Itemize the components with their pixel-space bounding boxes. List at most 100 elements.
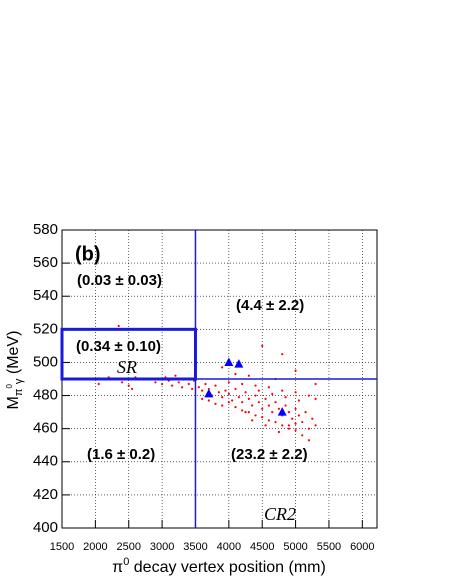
annotation: (23.2 ± 2.2) [231, 446, 308, 463]
scatter-point [227, 401, 230, 404]
scatter-point [191, 387, 194, 391]
y-label-subsup: 0 [5, 384, 14, 389]
scatter-point [311, 417, 314, 420]
scatter-point [224, 389, 227, 392]
y-tick-label: 580 [33, 221, 58, 238]
scatter-point [264, 397, 267, 400]
scatter-point [97, 382, 100, 386]
triangle-point [277, 407, 287, 416]
scatter-point [297, 414, 301, 417]
scatter-point [254, 394, 257, 397]
annotation: SR [117, 357, 137, 377]
annotation: (b) [75, 243, 101, 265]
y-tick-label: 560 [33, 254, 58, 271]
scatter-point [277, 430, 280, 434]
scatter-point [221, 366, 224, 369]
x-tick-label: 5000 [283, 541, 307, 553]
scatter-point [314, 397, 317, 400]
y-label-sub2: γ [13, 378, 25, 384]
scatter-point [221, 396, 224, 399]
y-tick-label: 480 [33, 387, 58, 404]
scatter-point [301, 420, 304, 424]
scatter-point [264, 424, 267, 427]
x-axis-label: π0 decay vertex position (mm) [112, 556, 326, 576]
scatter-point [214, 384, 217, 387]
y-label-text: (MeV) [5, 331, 22, 379]
scatter-point [241, 401, 244, 404]
scatter-point [294, 429, 297, 432]
triangle-point [234, 359, 244, 368]
scatter-point [227, 392, 230, 395]
triangle-point [224, 357, 234, 366]
x-tick-label: 4000 [217, 541, 241, 553]
x-tick-label: 1500 [50, 541, 74, 553]
scatter-point [271, 411, 274, 414]
scatter-point [247, 374, 250, 377]
scatter-point [307, 394, 311, 397]
scatter-point [207, 399, 210, 402]
scatter-point [307, 439, 311, 442]
annotation: (4.4 ± 2.2) [236, 297, 304, 314]
scatter-point [247, 411, 250, 414]
scatter-point [181, 386, 184, 389]
scatter-point [177, 381, 180, 384]
scatter-point [241, 382, 244, 386]
scatter-point [287, 427, 291, 430]
scatter-point [281, 353, 284, 356]
x-tick-label: 4500 [250, 541, 274, 553]
scatter-point [267, 386, 270, 389]
scatter-point [281, 424, 284, 427]
scatter-point [294, 369, 297, 372]
scatter-point [287, 411, 291, 414]
y-axis-label: Mπ0γ (MeV) [5, 331, 25, 410]
scatter-point [301, 434, 304, 437]
scatter-point [297, 399, 301, 402]
scatter-point [204, 382, 207, 386]
scatter-point [254, 384, 257, 387]
scatter-point [291, 417, 294, 420]
scatter-point [217, 391, 220, 394]
scatter-point [271, 392, 274, 395]
scatter-point [244, 411, 247, 414]
y-tick-label: 440 [33, 453, 58, 470]
scatter-point [201, 389, 204, 392]
x-label-sup: 0 [123, 556, 129, 568]
scatter-point [244, 391, 247, 394]
scatter-point [251, 404, 254, 407]
y-label-sub: π [13, 388, 25, 396]
y-label-symbol: M [5, 396, 22, 409]
scatter-point [284, 396, 287, 399]
annotation: (0.03 ± 0.03) [77, 272, 162, 289]
scatter-point [284, 404, 287, 407]
scatter-point [257, 389, 260, 392]
scatter-point [261, 415, 264, 419]
x-label-text: decay vertex position (mm) [129, 559, 326, 576]
scatter-point [294, 391, 297, 394]
signal-region-box [60, 327, 197, 381]
scatter-point [277, 407, 280, 410]
x-tick-label: 5500 [317, 541, 341, 553]
scatter-point [120, 381, 124, 384]
scatter-point [274, 401, 277, 404]
scatter-point [197, 386, 200, 389]
scatter-point [281, 389, 284, 392]
scatter-point [174, 374, 177, 377]
scatter-point [267, 419, 270, 422]
scatter-point [201, 397, 204, 400]
scatter-point [241, 409, 244, 412]
scatter-point [221, 404, 224, 407]
annotation: CR2 [264, 504, 296, 524]
y-tick-label: 540 [33, 287, 58, 304]
scatter-point [161, 382, 164, 386]
scatter-point [247, 397, 250, 400]
scatter-point [234, 406, 237, 409]
x-tick-label: 3000 [150, 541, 174, 553]
y-tick-label: 520 [33, 320, 58, 337]
annotation: (0.34 ± 0.10) [76, 338, 161, 355]
scatter-point [227, 381, 230, 384]
y-tick-label: 400 [33, 519, 58, 536]
scatter-point [274, 420, 277, 424]
scatter-point [304, 411, 307, 414]
x-tick-label: 3500 [183, 541, 207, 553]
